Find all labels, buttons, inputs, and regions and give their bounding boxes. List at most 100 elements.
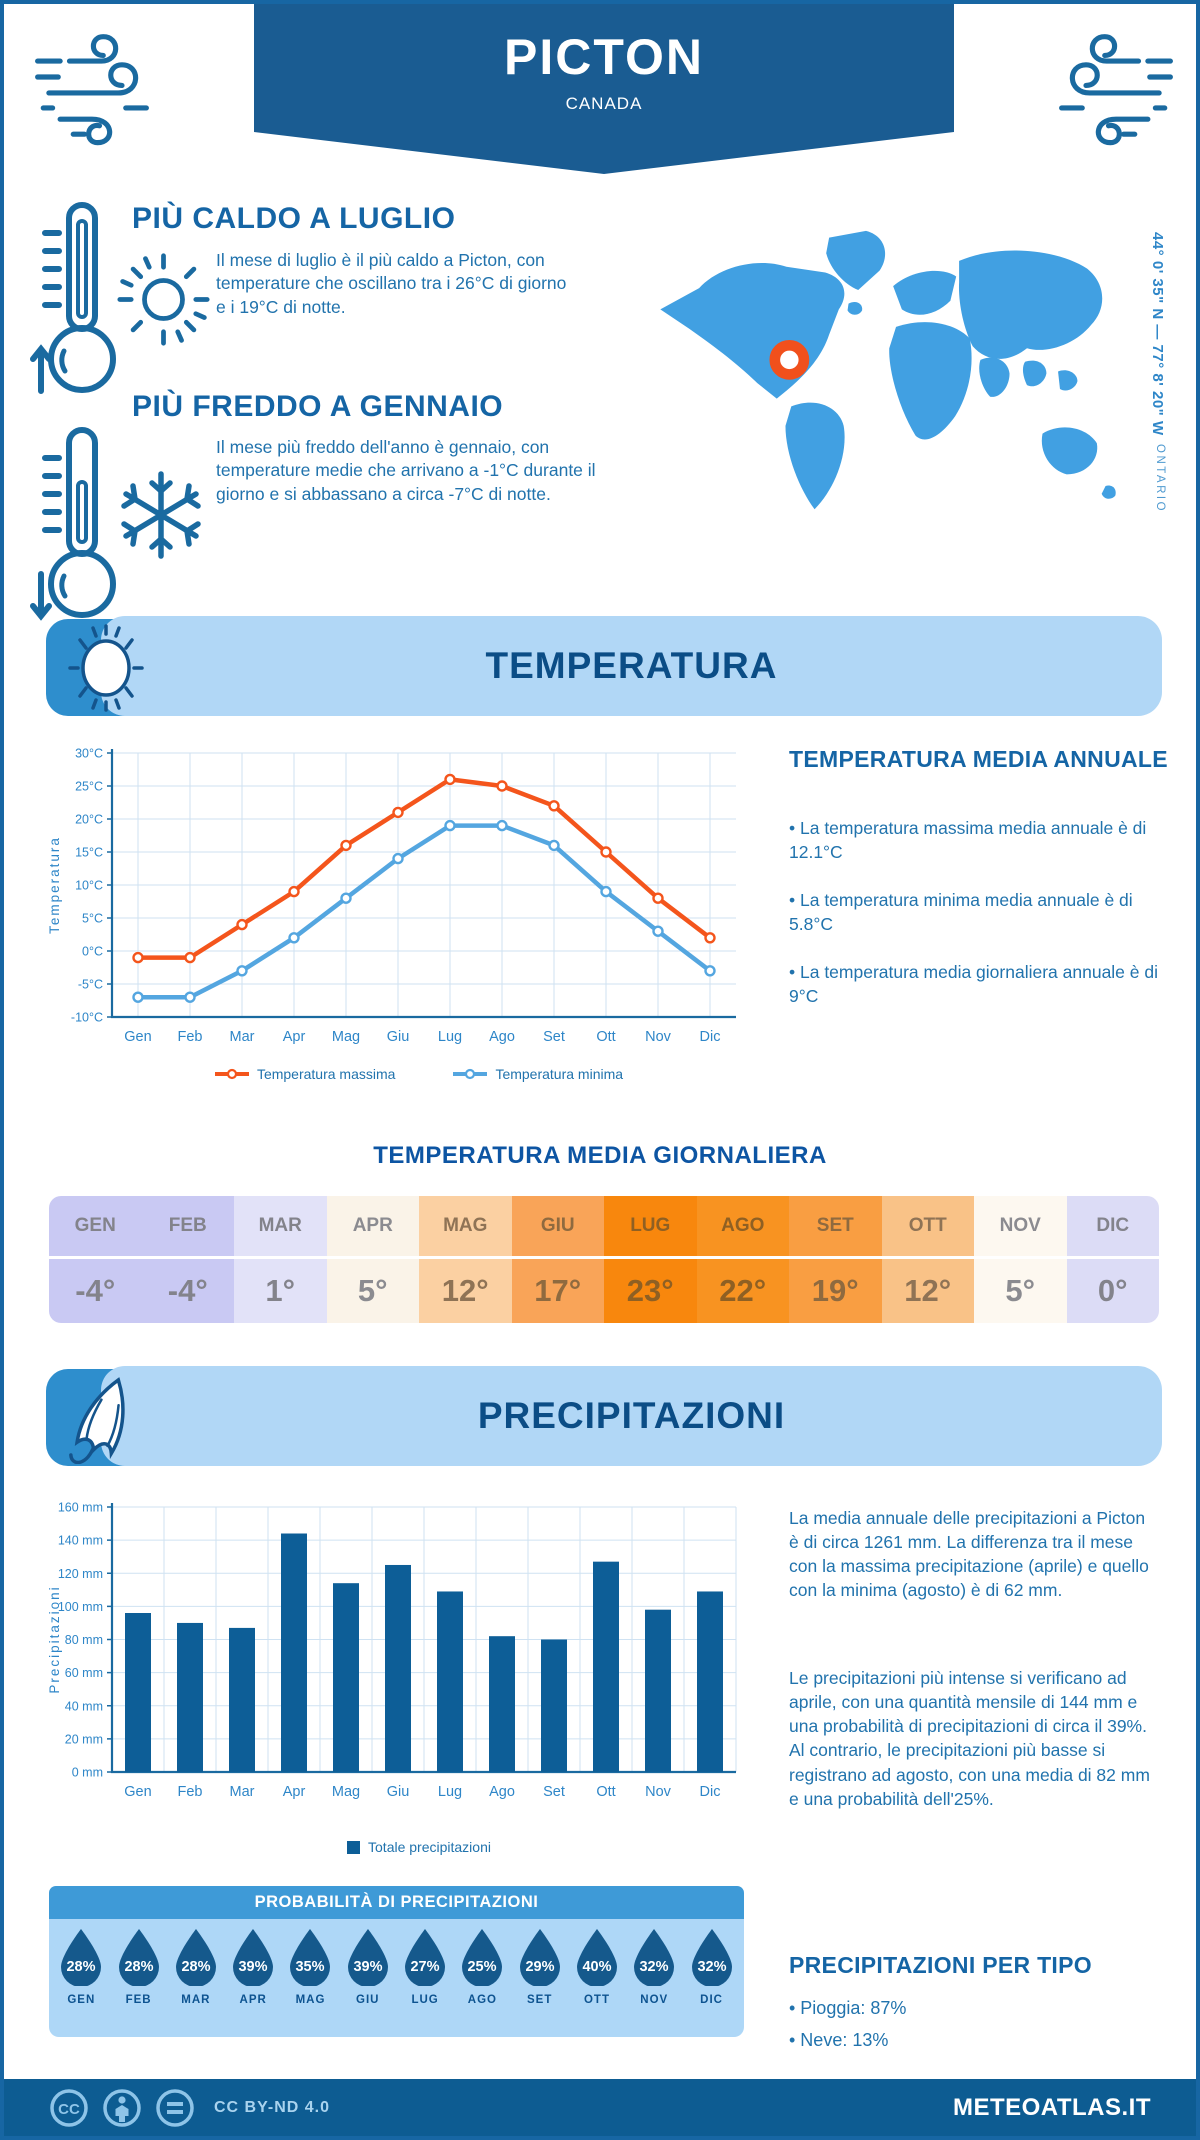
raindrop-icon: 32% [634, 1929, 675, 1987]
sun-icon [117, 253, 210, 346]
svg-text:Ago: Ago [489, 1029, 515, 1045]
precip-bar [229, 1627, 255, 1772]
month-cell-header: FEB [141, 1196, 234, 1256]
svg-text:25°C: 25°C [75, 780, 103, 794]
probability-item: 28% FEB [114, 1928, 164, 2006]
precipitation-bar-chart: 0 mm 20 mm 40 mm 60 mm 80 mm 100 mm 120 mm 140 … [47, 1501, 737, 1800]
precip-bar [437, 1591, 463, 1772]
svg-text:35%: 35% [296, 1959, 325, 1975]
svg-text:Gen: Gen [124, 1029, 151, 1045]
svg-text:20°C: 20°C [75, 813, 103, 827]
month-cell-header: AGO [696, 1196, 789, 1256]
banner-chevron [254, 132, 954, 174]
coordinates-text: 44° 0' 35" N — 77° 8' 20" W [1149, 232, 1166, 436]
probability-item: 40% OTT [572, 1928, 622, 2006]
annual-temp-bullet: • La temperatura media giornaliera annua… [789, 962, 1158, 1007]
region-label: ONTARIO [1154, 443, 1166, 513]
banner-body [101, 616, 1162, 716]
month-cell-header: MAR [234, 1196, 327, 1256]
svg-text:Mar: Mar [230, 1029, 255, 1045]
precip-type-rain: • Pioggia: 87% [789, 1998, 907, 2018]
warm-text: Il mese di luglio è il più caldo a Picto… [216, 250, 567, 317]
legend-line-icon [214, 1068, 249, 1080]
svg-text:Mag: Mag [332, 1784, 360, 1800]
precip-bar [697, 1591, 723, 1772]
sun-banner-icon [68, 624, 144, 712]
svg-text:Giu: Giu [387, 1029, 410, 1045]
probability-month-label: SET [526, 1994, 553, 2006]
month-cell-header: SET [789, 1196, 882, 1256]
svg-text:Ott: Ott [596, 1784, 615, 1800]
svg-text:Ott: Ott [596, 1029, 615, 1045]
wind-icon [1059, 34, 1173, 146]
header-banner: PICTON CANADA [254, 4, 954, 174]
section-title-temperature: TEMPERATURA [485, 645, 778, 686]
svg-text:27%: 27% [411, 1959, 440, 1975]
probability-month-label: LUG [411, 1994, 439, 2006]
svg-text:10°C: 10°C [75, 879, 103, 893]
legend-square-icon [347, 1840, 361, 1854]
probability-item: 28% MAR [171, 1928, 221, 2006]
page-title: PICTON [504, 29, 704, 85]
month-cell-value: 12° [881, 1259, 974, 1323]
legend-item: Temperatura massima [214, 1066, 395, 1082]
annual-temp-bullet: • La temperatura massima media annuale è… [789, 818, 1147, 863]
daily-table-title: TEMPERATURA MEDIA GIORNALIERA [373, 1142, 827, 1169]
snowflake-icon [121, 471, 201, 559]
license-block: CC CC BY-ND 4.0 [49, 2088, 330, 2128]
precip-paragraph-2: Le precipitazioni più intense si verific… [789, 1668, 1150, 1809]
precip-bar [281, 1533, 307, 1772]
svg-text:Apr: Apr [283, 1029, 306, 1045]
precipitation-section-banner: PRECIPITAZIONI [46, 1366, 1162, 1466]
svg-text:39%: 39% [239, 1959, 268, 1975]
annual-temp-bullet: • La temperatura minima media annuale è … [789, 890, 1133, 935]
precip-type-title: PRECIPITAZIONI PER TIPO [789, 1952, 1092, 1978]
probability-month-label: DIC [700, 1994, 723, 2006]
month-cell-value: -4° [49, 1259, 142, 1323]
cc-icon: CC [50, 2088, 88, 2127]
raindrop-icon: 39% [347, 1929, 388, 1987]
raindrop-icon: 28% [118, 1929, 159, 1987]
probability-title: PROBABILITÀ DI PRECIPITAZIONI [49, 1886, 744, 1919]
month-cell-value: 5° [326, 1259, 419, 1323]
location-marker [769, 339, 810, 380]
temperature-line-chart: -10°C -5°C 0°C 5°C 10°C 15°C 20°C 25°C 30°C Gen Fe… [47, 747, 736, 1045]
umbrella-banner-icon [69, 1377, 125, 1464]
probability-item: 25% AGO [457, 1928, 507, 2006]
month-cell-value: 17° [511, 1259, 604, 1323]
svg-text:Temperatura: Temperatura [47, 836, 62, 934]
svg-text:5°C: 5°C [82, 912, 103, 926]
month-cell-header: OTT [881, 1196, 974, 1256]
month-cell-value: 19° [789, 1259, 882, 1323]
svg-text:25%: 25% [468, 1959, 497, 1975]
legend-item: Totale precipitazioni [347, 1839, 491, 1855]
svg-text:Dic: Dic [700, 1029, 721, 1045]
svg-text:Dic: Dic [700, 1784, 721, 1800]
legend-label: Temperatura minima [495, 1066, 624, 1082]
month-cell-header: MAG [419, 1196, 512, 1256]
cc-nd-icon [156, 2088, 194, 2127]
svg-text:Lug: Lug [438, 1029, 462, 1045]
svg-text:120 mm: 120 mm [58, 1567, 103, 1581]
precipitation-chart-legend: Totale precipitazioni [114, 1839, 724, 1855]
raindrop-icon: 32% [691, 1929, 732, 1987]
probability-item: 39% GIU [343, 1928, 393, 2006]
svg-text:Mar: Mar [230, 1784, 255, 1800]
precip-bar [593, 1561, 619, 1772]
precip-bar [541, 1639, 567, 1772]
svg-text:CC: CC [58, 2101, 80, 2118]
precip-bar [125, 1613, 151, 1772]
svg-text:140 mm: 140 mm [58, 1534, 103, 1548]
month-cell-header: APR [326, 1196, 419, 1256]
site-name: METEOATLAS.IT [952, 2093, 1151, 2121]
svg-text:-10°C: -10°C [71, 1011, 103, 1025]
svg-text:Apr: Apr [283, 1784, 306, 1800]
wind-icon [35, 34, 149, 146]
month-cell-value: 0° [1066, 1259, 1159, 1323]
section-title-precipitation: PRECIPITAZIONI [477, 1395, 786, 1436]
probability-item: 32% NOV [629, 1928, 679, 2006]
raindrop-icon: 39% [233, 1929, 274, 1987]
precip-bar [333, 1583, 359, 1772]
thermometer-down-icon [30, 427, 116, 621]
svg-text:Mag: Mag [332, 1029, 360, 1045]
